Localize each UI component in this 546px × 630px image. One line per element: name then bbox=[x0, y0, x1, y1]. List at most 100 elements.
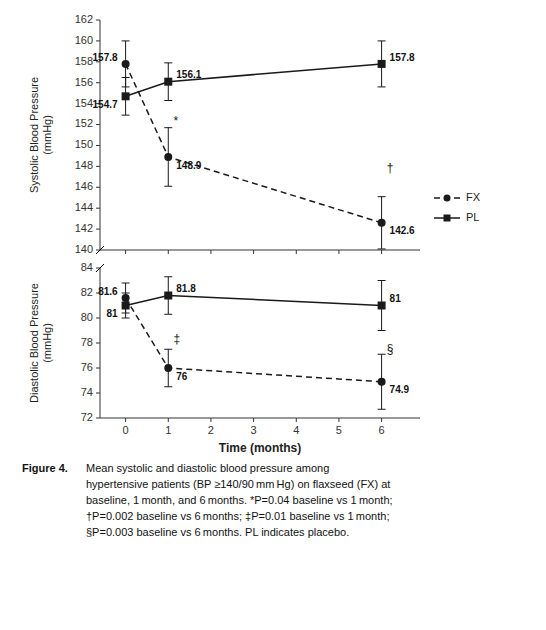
x-tick bbox=[125, 250, 126, 254]
error-bar bbox=[378, 354, 386, 409]
x-tick bbox=[210, 250, 211, 254]
y-tick-label: 82 bbox=[81, 286, 93, 298]
error-bar-cap bbox=[378, 409, 386, 410]
caption-line: baseline, 1 month, and 6 months. *​P=0.0… bbox=[86, 494, 393, 506]
marker bbox=[122, 92, 130, 100]
error-bar bbox=[122, 78, 130, 116]
y-tick bbox=[96, 229, 100, 230]
data-label: 142.6 bbox=[390, 225, 415, 236]
y-tick-label: 78 bbox=[81, 336, 93, 348]
marker bbox=[378, 378, 386, 386]
panel: 727476788082840123456Diastolic Blood Pre… bbox=[28, 261, 421, 455]
plot-area bbox=[122, 41, 386, 249]
error-bar-cap bbox=[378, 86, 386, 87]
data-label: 154.7 bbox=[93, 99, 118, 110]
error-bar bbox=[164, 128, 172, 187]
x-tick-label: 1 bbox=[165, 424, 171, 436]
y-tick bbox=[96, 393, 100, 394]
annotation: ‡ bbox=[173, 332, 180, 346]
marker bbox=[164, 364, 172, 372]
x-tick-label: 3 bbox=[251, 424, 257, 436]
data-label: 81 bbox=[390, 293, 402, 304]
error-bar-cap bbox=[164, 386, 172, 387]
y-tick bbox=[96, 82, 100, 83]
axis-break bbox=[96, 246, 104, 254]
x-tick bbox=[168, 418, 169, 422]
error-bar bbox=[164, 349, 172, 387]
error-bar-cap bbox=[378, 40, 386, 41]
caption: Figure 4. Mean systolic and diastolic blo… bbox=[22, 462, 393, 538]
data-label: 148.9 bbox=[176, 160, 201, 171]
x-tick bbox=[338, 418, 339, 422]
y-axis-label: Diastolic Blood Pressure(mmHg) bbox=[28, 283, 53, 403]
error-bar-cap bbox=[164, 314, 172, 315]
y-tick-label: 154 bbox=[75, 97, 93, 109]
error-bar-cap bbox=[164, 100, 172, 101]
marker bbox=[378, 302, 386, 310]
y-axis-label-line: Diastolic Blood Pressure bbox=[28, 283, 40, 403]
error-bar-cap bbox=[164, 186, 172, 187]
y-tick-label: 148 bbox=[75, 159, 93, 171]
data-label: 81.6 bbox=[98, 286, 118, 297]
error-bar-cap bbox=[378, 196, 386, 197]
error-bar bbox=[378, 41, 386, 87]
legend-marker bbox=[444, 215, 451, 222]
x-tick-label: 5 bbox=[336, 424, 342, 436]
y-tick-label: 144 bbox=[75, 201, 93, 213]
legend: FXPL bbox=[434, 191, 481, 223]
x-tick bbox=[381, 418, 382, 422]
data-label: 157.8 bbox=[390, 52, 415, 63]
error-bar bbox=[164, 277, 172, 315]
y-axis-label-line: (mmHg) bbox=[41, 115, 53, 155]
y-tick-label: 84 bbox=[81, 261, 93, 273]
series-line bbox=[126, 64, 382, 223]
series-line bbox=[126, 298, 382, 382]
y-axis-label-line: (mmHg) bbox=[41, 323, 53, 363]
data-label: 81.8 bbox=[176, 283, 196, 294]
error-bar-cap bbox=[378, 330, 386, 331]
legend-label: FX bbox=[466, 191, 481, 203]
panel: 140142144146148150152154156158160162Syst… bbox=[28, 13, 481, 255]
x-axis bbox=[100, 418, 420, 419]
error-bar-cap bbox=[122, 40, 130, 41]
x-tick bbox=[168, 250, 169, 254]
series-line bbox=[126, 296, 382, 306]
caption-title: Figure 4. bbox=[22, 462, 68, 474]
x-tick-label: 2 bbox=[208, 424, 214, 436]
caption-line: Mean systolic and diastolic blood pressu… bbox=[86, 462, 329, 474]
y-tick-label: 146 bbox=[75, 180, 93, 192]
y-axis-label: Systolic Blood Pressure(mmHg) bbox=[28, 77, 53, 193]
y-tick-label: 162 bbox=[75, 13, 93, 25]
caption-line: §P=0.003 baseline vs 6 months. PL indica… bbox=[86, 526, 349, 538]
x-tick bbox=[296, 250, 297, 254]
marker bbox=[164, 78, 172, 86]
caption-line: hypertensive patients (BP ≥140/90 mm Hg)… bbox=[86, 478, 390, 490]
error-bar-cap bbox=[122, 77, 130, 78]
error-bar-cap bbox=[164, 127, 172, 128]
marker bbox=[122, 60, 130, 68]
error-bar-cap bbox=[164, 349, 172, 350]
y-tick bbox=[96, 20, 100, 21]
y-tick-label: 158 bbox=[75, 55, 93, 67]
x-tick-label: 4 bbox=[293, 424, 299, 436]
error-bar-cap bbox=[378, 248, 386, 249]
y-tick bbox=[96, 166, 100, 167]
chart: 140142144146148150152154156158160162Syst… bbox=[0, 0, 546, 630]
error-bar-cap bbox=[122, 318, 130, 319]
y-tick bbox=[96, 343, 100, 344]
x-tick-label: 6 bbox=[379, 424, 385, 436]
x-tick bbox=[253, 418, 254, 422]
y-tick bbox=[96, 418, 100, 419]
x-tick-label: 0 bbox=[123, 424, 129, 436]
axis-break bbox=[96, 264, 104, 272]
x-tick bbox=[125, 418, 126, 422]
marker bbox=[378, 219, 386, 227]
y-tick-label: 140 bbox=[75, 243, 93, 255]
error-bar-cap bbox=[122, 283, 130, 284]
annotation: * bbox=[173, 114, 178, 128]
marker bbox=[378, 60, 386, 68]
y-tick bbox=[96, 318, 100, 319]
y-tick-label: 156 bbox=[75, 76, 93, 88]
y-tick-label: 76 bbox=[81, 361, 93, 373]
error-bar bbox=[378, 197, 386, 249]
